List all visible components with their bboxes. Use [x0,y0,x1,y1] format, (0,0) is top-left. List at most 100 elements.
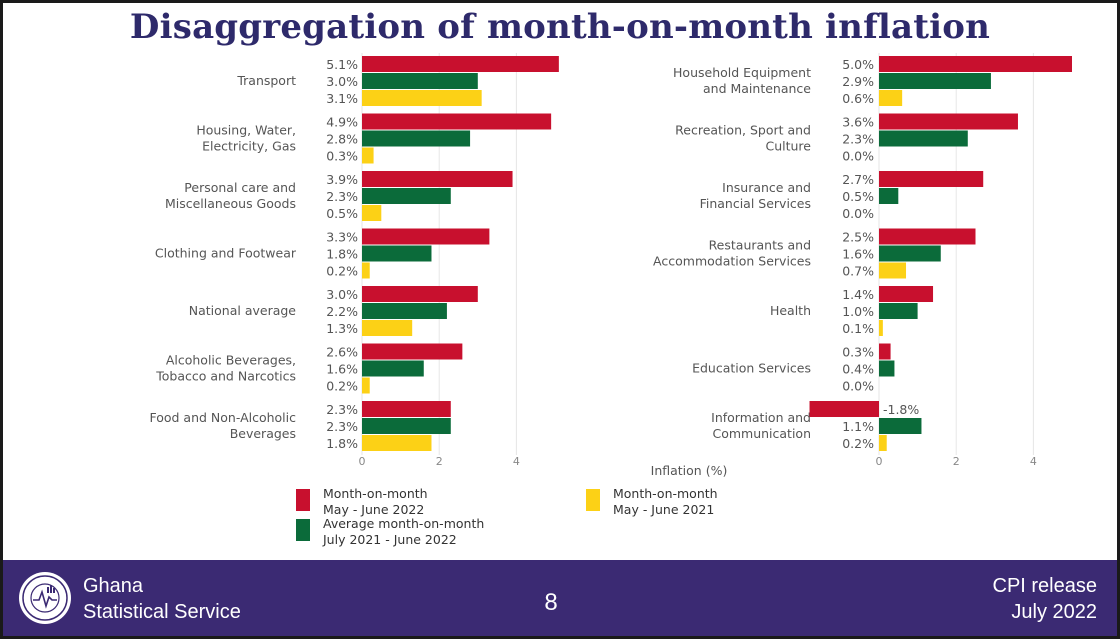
bar [879,262,907,279]
bar [362,205,382,221]
bar [879,435,887,451]
bar [362,303,447,319]
bar [879,286,934,302]
data-label: 4.9% [326,115,358,130]
legend-label: Month-on-month [613,486,718,501]
legend-swatch [586,489,600,511]
data-label: 3.6% [842,115,874,130]
category-label: Tobacco and Narcotics [155,369,296,384]
slide-title: Disaggregation of month-on-month inflati… [129,7,991,47]
category-label: Housing, Water, [196,123,296,138]
bar [362,147,374,164]
x-axis-label: Inflation (%) [651,463,728,478]
bar [362,188,451,204]
bar [879,418,922,434]
bar [879,360,895,377]
category-label: Communication [712,426,811,441]
data-label: 1.6% [326,362,358,377]
data-label: 0.3% [326,149,358,164]
data-label: 2.3% [842,132,874,147]
bar [879,56,1072,72]
category-label: Alcoholic Beverages, [166,353,296,368]
category-label: Personal care and [184,180,296,195]
data-label: 0.0% [842,149,874,164]
bar [362,435,432,451]
legend-period: May - June 2021 [613,502,714,517]
category-label: Clothing and Footwear [155,246,297,261]
bar [879,130,968,147]
data-label: 2.8% [326,132,358,147]
data-label: 1.0% [842,304,874,319]
gss-logo-icon [19,572,71,624]
bar [362,377,370,394]
data-label: 1.8% [326,247,358,262]
category-label: Financial Services [700,196,811,211]
legend-label: Month-on-month [323,486,428,501]
category-label: Recreation, Sport and [675,123,811,138]
bar [362,286,478,302]
data-label: 0.5% [326,206,358,221]
bar [362,343,463,360]
data-label: 1.3% [326,321,358,336]
legend-label: Average month-on-month [323,516,484,531]
legend-period: July 2021 - June 2022 [322,532,457,547]
data-label: 2.5% [842,230,874,245]
bar [362,113,552,130]
x-tick-label: 4 [513,455,520,468]
category-label: Household Equipment [673,65,811,80]
category-label: and Maintenance [703,81,811,96]
bar [362,360,424,377]
category-label: Miscellaneous Goods [165,196,296,211]
bar [362,228,490,245]
bar [362,418,451,434]
bar [362,90,482,106]
data-label: 3.0% [326,287,358,302]
bar [879,343,891,360]
data-label: 0.3% [842,345,874,360]
category-label: Electricity, Gas [202,139,296,154]
bar [879,90,903,106]
bar [879,303,918,319]
category-label: Information and [711,410,811,425]
category-label: Food and Non-Alcoholic [149,410,296,425]
organization-name-line1: Ghana [83,575,144,597]
bar [879,320,883,336]
category-label: Transport [236,73,296,88]
release-title: CPI release [992,575,1098,597]
data-label: 2.3% [326,189,358,204]
category-label: Beverages [230,426,296,441]
data-label: 5.1% [326,57,358,72]
category-label: Health [770,303,811,318]
bar [362,130,471,147]
category-label: Education Services [692,361,811,376]
release-date: July 2022 [1011,601,1097,623]
data-label: 3.0% [326,74,358,89]
data-label: 1.1% [842,419,874,434]
x-tick-label: 0 [359,455,366,468]
data-label: 2.6% [326,345,358,360]
data-label: 0.4% [842,362,874,377]
data-label: 2.7% [842,172,874,187]
data-label: 1.4% [842,287,874,302]
legend-swatch [296,489,310,511]
data-label: 2.9% [842,74,874,89]
x-tick-label: 0 [876,455,883,468]
category-label: Insurance and [722,180,811,195]
bar [362,320,413,336]
category-label: Culture [765,139,811,154]
data-label: 2.2% [326,304,358,319]
bar [362,56,559,72]
data-label: 0.6% [842,91,874,106]
x-tick-label: 2 [953,455,960,468]
data-label: 0.1% [842,321,874,336]
bar [879,245,941,262]
data-label: 3.9% [326,172,358,187]
data-label: 0.7% [842,264,874,279]
organization-name-line2: Statistical Service [83,601,241,623]
bar [362,171,513,187]
bar [879,228,976,245]
data-label: 3.3% [326,230,358,245]
data-label: 1.6% [842,247,874,262]
data-label: -1.8% [883,402,919,417]
